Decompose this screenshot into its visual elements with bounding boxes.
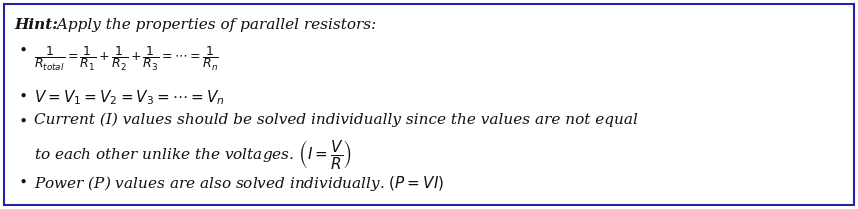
Text: $\bullet$: $\bullet$ xyxy=(18,174,27,188)
Text: $\dfrac{1}{R_{total}} = \dfrac{1}{R_1} + \dfrac{1}{R_2} + \dfrac{1}{R_3} = \cdot: $\dfrac{1}{R_{total}} = \dfrac{1}{R_1} +… xyxy=(34,45,219,73)
FancyBboxPatch shape xyxy=(4,4,854,205)
Text: $\bullet$: $\bullet$ xyxy=(18,88,27,102)
Text: to each other unlike the voltages. $\left(I = \dfrac{V}{R}\right)$: to each other unlike the voltages. $\lef… xyxy=(34,138,352,171)
Text: $\bullet$: $\bullet$ xyxy=(18,113,27,127)
Text: Current (I) values should be solved individually since the values are not equal: Current (I) values should be solved indi… xyxy=(34,113,637,127)
Text: Apply the properties of parallel resistors:: Apply the properties of parallel resisto… xyxy=(52,18,377,32)
Text: $\mathit{V = V_1 = V_2 = V_3 = \cdots = V_n}$: $\mathit{V = V_1 = V_2 = V_3 = \cdots = … xyxy=(34,88,225,107)
Text: Power (P) values are also solved individually. $(P = VI)$: Power (P) values are also solved individ… xyxy=(34,174,444,193)
Text: $\bullet$: $\bullet$ xyxy=(18,42,27,56)
Text: Hint:: Hint: xyxy=(14,18,57,32)
